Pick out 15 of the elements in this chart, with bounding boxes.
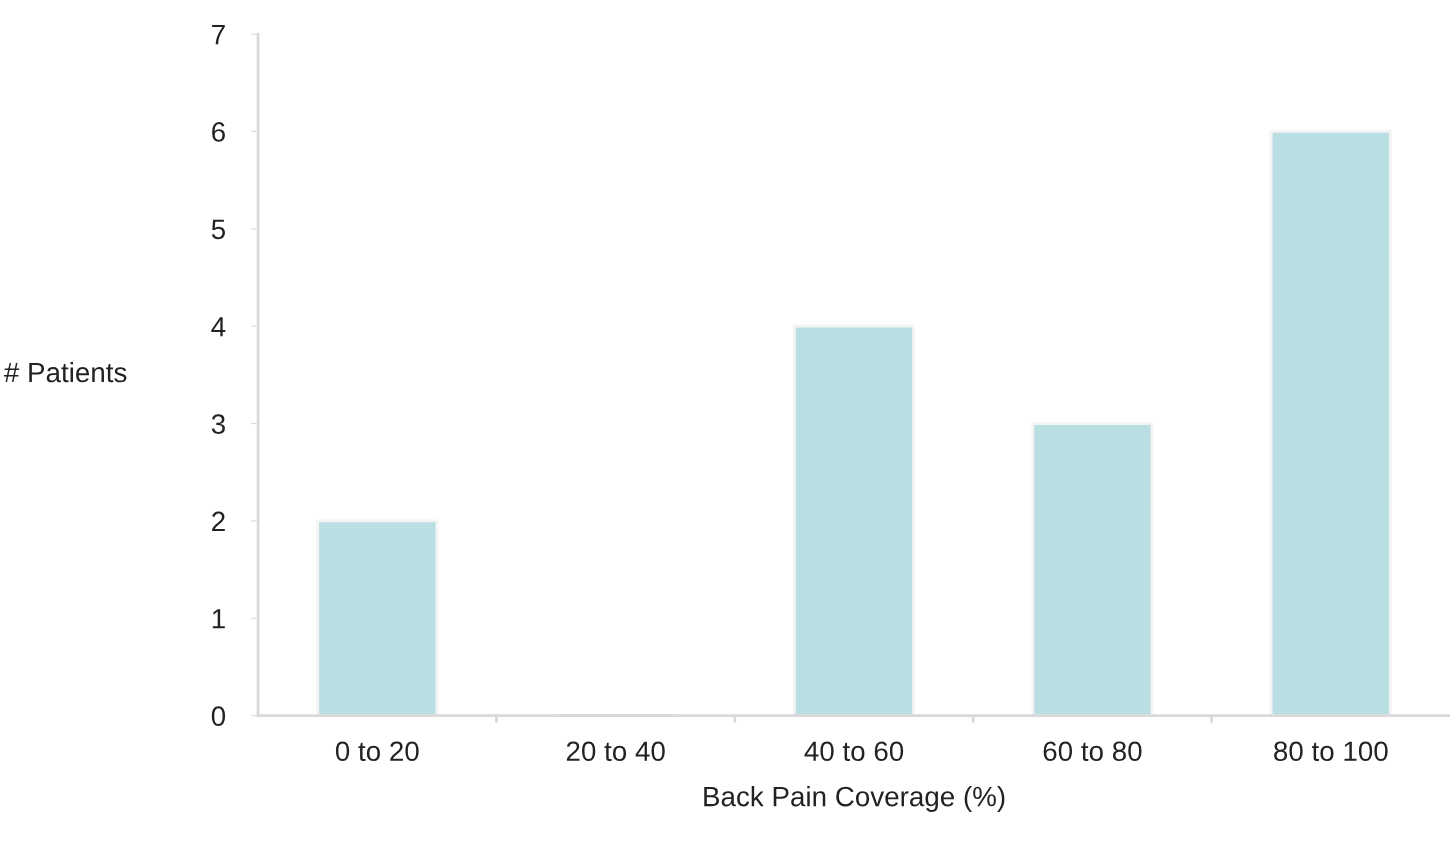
y-tick-label: 5 <box>211 219 225 240</box>
y-axis-title: # Patients <box>3 361 127 383</box>
x-axis-title: Back Pain Coverage (%) <box>704 786 1005 812</box>
y-tick-label: 3 <box>211 414 225 434</box>
y-tick-label: 0 <box>211 706 226 727</box>
x-tick-label: 60 to 80 <box>1043 741 1142 762</box>
y-tick-label: 7 <box>212 25 225 45</box>
x-tick-label: 0 to 20 <box>335 741 419 762</box>
y-tick-label: 2 <box>212 511 225 531</box>
x-tick-label: 40 to 60 <box>804 741 904 762</box>
y-tick-label: 1 <box>212 609 225 629</box>
x-tick-label: 20 to 40 <box>566 741 665 762</box>
y-tick-label: 4 <box>211 317 226 337</box>
x-tick-label: 80 to 100 <box>1274 741 1388 762</box>
y-tick-label: 6 <box>212 122 225 142</box>
